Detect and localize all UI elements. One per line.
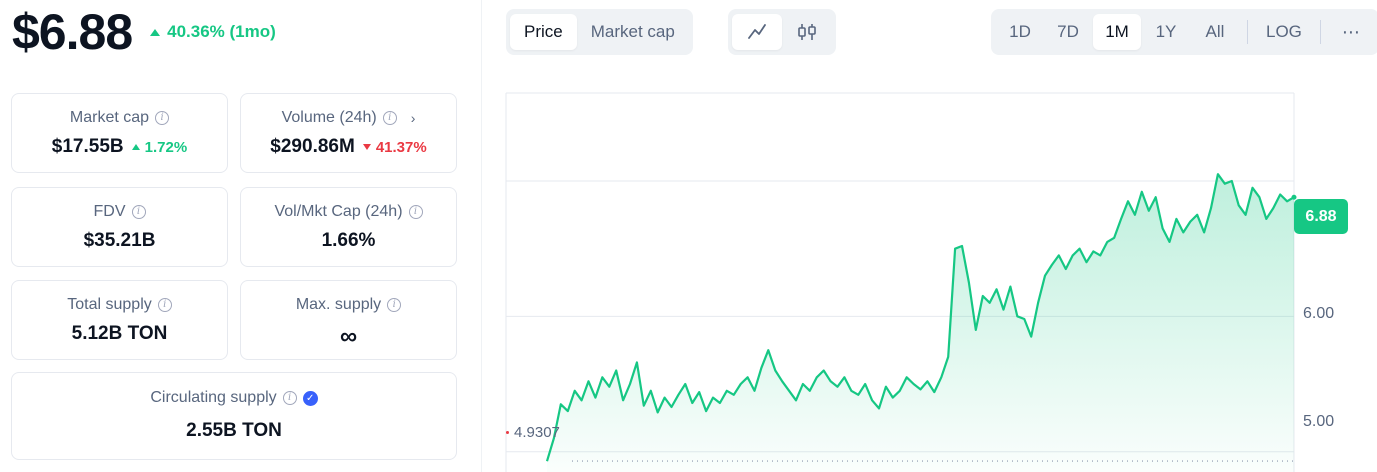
info-icon[interactable]: i: [282, 391, 297, 405]
log-scale-button[interactable]: LOG: [1266, 22, 1302, 41]
vol-mkt-cap-value: 1.66%: [321, 230, 376, 251]
min-marker-dot: [506, 431, 509, 434]
info-icon[interactable]: i: [387, 298, 402, 312]
total-supply-card: Total supply i 5.12B TON: [11, 280, 228, 360]
total-supply-label: Total supply: [67, 296, 152, 313]
info-icon[interactable]: i: [382, 111, 397, 125]
volume-value: $290.86M: [270, 136, 355, 157]
volume-label: Volume (24h): [281, 109, 377, 126]
volume-card[interactable]: Volume (24h) i › $290.86M 41.37%: [240, 93, 457, 173]
range-7d[interactable]: 7D: [1057, 22, 1079, 41]
toolbar-separator: [1319, 20, 1321, 44]
market-cap-card: Market cap i $17.55B 1.72%: [11, 93, 228, 173]
chart-type-toggle: [728, 9, 836, 55]
vol-mkt-cap-label: Vol/Mkt Cap (24h): [274, 203, 403, 220]
line-chart-button[interactable]: [732, 14, 782, 50]
candlestick-icon: [798, 24, 816, 40]
circulating-supply-card: Circulating supply i ✓ 2.55B TON: [11, 372, 457, 460]
range-1y[interactable]: 1Y: [1155, 22, 1177, 41]
market-cap-change-value: 1.72%: [144, 138, 188, 156]
chevron-right-icon[interactable]: ›: [410, 110, 416, 126]
range-all[interactable]: All: [1205, 22, 1225, 41]
price-change-value: 40.36% (1mo): [167, 22, 276, 41]
fdv-value: $35.21B: [83, 230, 156, 251]
info-icon[interactable]: i: [131, 205, 146, 219]
metric-tabs: Price Market cap: [506, 9, 693, 55]
y-tick-label: 5.00: [1303, 413, 1335, 430]
circulating-supply-label: Circulating supply: [150, 389, 277, 406]
caret-up-icon: [131, 144, 140, 150]
line-chart-icon: [748, 24, 766, 39]
info-icon[interactable]: i: [155, 111, 170, 125]
vol-mkt-cap-card: Vol/Mkt Cap (24h) i 1.66%: [240, 187, 457, 267]
tab-price[interactable]: Price: [510, 14, 577, 50]
price-header: $6.88 40.36% (1mo): [12, 4, 276, 60]
coin-stats-panel: $6.88 40.36% (1mo) Market cap i $17.55B …: [0, 0, 470, 472]
max-supply-card: Max. supply i ∞: [240, 280, 457, 360]
market-cap-value: $17.55B: [51, 136, 124, 157]
caret-down-icon: [362, 144, 371, 150]
toolbar-separator: [1247, 20, 1248, 44]
caret-up-icon: [150, 28, 161, 36]
info-icon[interactable]: i: [408, 205, 423, 219]
price-change-badge: 40.36% (1mo): [150, 22, 276, 42]
max-supply-label: Max. supply: [295, 296, 382, 313]
circulating-supply-value: 2.55B TON: [186, 420, 282, 441]
market-cap-change: 1.72%: [131, 138, 188, 156]
tab-market-cap[interactable]: Market cap: [590, 22, 675, 41]
total-supply-value: 5.12B TON: [71, 323, 168, 344]
volume-change: 41.37%: [362, 138, 427, 156]
current-price: $6.88: [12, 4, 133, 60]
range-1m[interactable]: 1M: [1093, 14, 1141, 50]
min-price-marker: 4.9307: [506, 424, 560, 441]
more-options-icon[interactable]: ⋯: [1341, 21, 1360, 42]
price-chart[interactable]: [500, 90, 1377, 472]
current-price-tag: 6.88: [1294, 199, 1348, 234]
market-cap-label: Market cap: [69, 109, 150, 126]
candlestick-chart-button[interactable]: [782, 14, 832, 50]
panel-divider: [481, 0, 482, 472]
verified-check-icon: ✓: [302, 390, 318, 406]
time-range-tabs: 1D 7D 1M 1Y All LOG ⋯: [991, 9, 1377, 55]
max-supply-value: ∞: [339, 323, 358, 350]
min-price-label: 4.9307: [514, 424, 560, 441]
price-area: [547, 174, 1294, 472]
volume-change-value: 41.37%: [375, 138, 427, 156]
range-1d[interactable]: 1D: [1009, 22, 1031, 41]
fdv-label: FDV: [93, 203, 126, 220]
last-price-dot: [1291, 194, 1297, 200]
y-tick-label: 6.00: [1303, 305, 1335, 322]
fdv-card: FDV i $35.21B: [11, 187, 228, 267]
info-icon[interactable]: i: [157, 298, 172, 312]
